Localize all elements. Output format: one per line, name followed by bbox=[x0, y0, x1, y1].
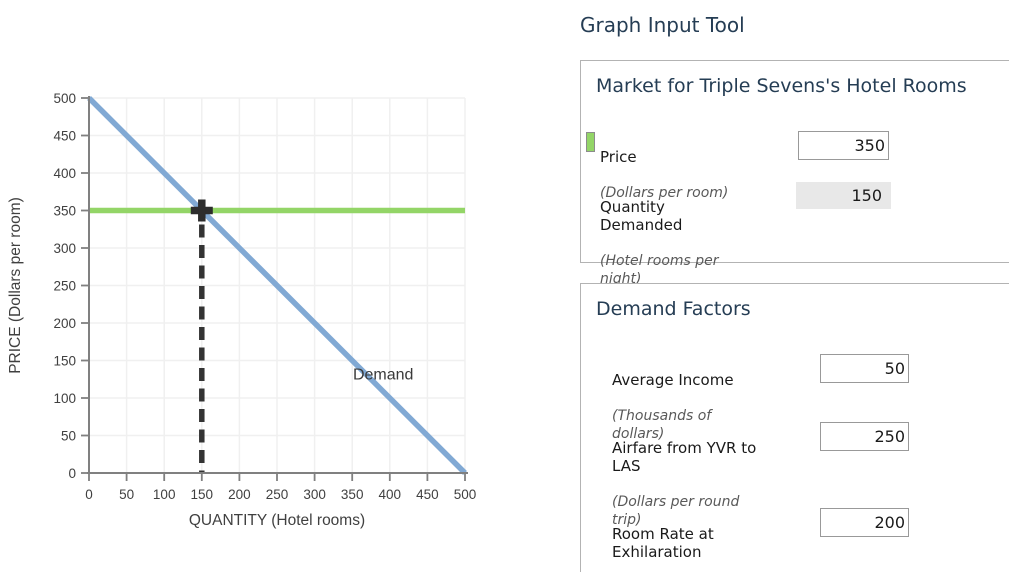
svg-text:0: 0 bbox=[85, 487, 93, 502]
demand-factors-panel-title: Demand Factors bbox=[596, 298, 751, 320]
axes bbox=[81, 96, 468, 481]
airfare-sublabel: (Dollars per round trip) bbox=[612, 494, 740, 528]
room-rate-field-label: Room Rate at Exhilaration (Dollars per n… bbox=[612, 507, 817, 572]
svg-text:400: 400 bbox=[379, 487, 402, 502]
market-panel: Market for Triple Sevens's Hotel Rooms P… bbox=[580, 60, 1009, 287]
tick-labels: 0 50 100 150 200 250 300 350 400 450 500 0 50 100 150 2… bbox=[53, 91, 476, 502]
svg-text:50: 50 bbox=[119, 487, 134, 502]
svg-text:150: 150 bbox=[191, 487, 214, 502]
svg-text:100: 100 bbox=[53, 391, 76, 406]
price-label: Price bbox=[600, 148, 637, 166]
demand-curve-label: Demand bbox=[353, 366, 413, 383]
room-rate-input[interactable] bbox=[820, 508, 909, 537]
x-axis-title: QUANTITY (Hotel rooms) bbox=[189, 512, 365, 529]
quantity-demanded-label: Quantity Demanded bbox=[600, 198, 683, 234]
average-income-label: Average Income bbox=[612, 371, 734, 389]
price-field-label: Price (Dollars per room) bbox=[600, 130, 805, 220]
price-input[interactable] bbox=[798, 131, 889, 160]
svg-text:300: 300 bbox=[303, 487, 326, 502]
market-panel-title: Market for Triple Sevens's Hotel Rooms bbox=[596, 75, 967, 97]
demand-factors-panel: Demand Factors Average Income (Thousands… bbox=[580, 283, 1009, 572]
average-income-sublabel: (Thousands of dollars) bbox=[612, 408, 712, 442]
airfare-field-label: Airfare from YVR to LAS (Dollars per rou… bbox=[612, 421, 817, 547]
quantity-demanded-output bbox=[796, 182, 891, 209]
svg-text:400: 400 bbox=[53, 166, 76, 181]
svg-text:150: 150 bbox=[53, 354, 76, 369]
svg-text:0: 0 bbox=[68, 466, 76, 481]
demand-graph[interactable]: 0 50 100 150 200 250 300 350 400 450 500 0 50 100 150 2… bbox=[0, 0, 545, 550]
svg-text:200: 200 bbox=[53, 316, 76, 331]
average-income-field-label: Average Income (Thousands of dollars) bbox=[612, 353, 817, 461]
svg-text:250: 250 bbox=[266, 487, 289, 502]
intersection-marker[interactable] bbox=[190, 199, 213, 222]
airfare-label: Airfare from YVR to LAS bbox=[612, 439, 757, 475]
svg-text:250: 250 bbox=[53, 279, 76, 294]
svg-text:350: 350 bbox=[53, 204, 76, 219]
svg-text:350: 350 bbox=[341, 487, 364, 502]
svg-text:100: 100 bbox=[153, 487, 176, 502]
demand-line bbox=[87, 96, 467, 475]
page-title: Graph Input Tool bbox=[580, 13, 745, 37]
y-axis-title: PRICE (Dollars per room) bbox=[7, 197, 24, 374]
svg-text:500: 500 bbox=[53, 91, 76, 106]
airfare-input[interactable] bbox=[820, 422, 909, 451]
room-rate-label: Room Rate at Exhilaration bbox=[612, 525, 714, 561]
price-sublabel: (Dollars per room) bbox=[600, 185, 729, 201]
svg-text:200: 200 bbox=[228, 487, 251, 502]
svg-text:450: 450 bbox=[416, 487, 439, 502]
average-income-input[interactable] bbox=[820, 354, 909, 383]
svg-text:450: 450 bbox=[53, 129, 76, 144]
svg-text:50: 50 bbox=[61, 429, 76, 444]
svg-text:500: 500 bbox=[454, 487, 477, 502]
svg-text:300: 300 bbox=[53, 241, 76, 256]
price-legend-swatch bbox=[586, 132, 595, 152]
